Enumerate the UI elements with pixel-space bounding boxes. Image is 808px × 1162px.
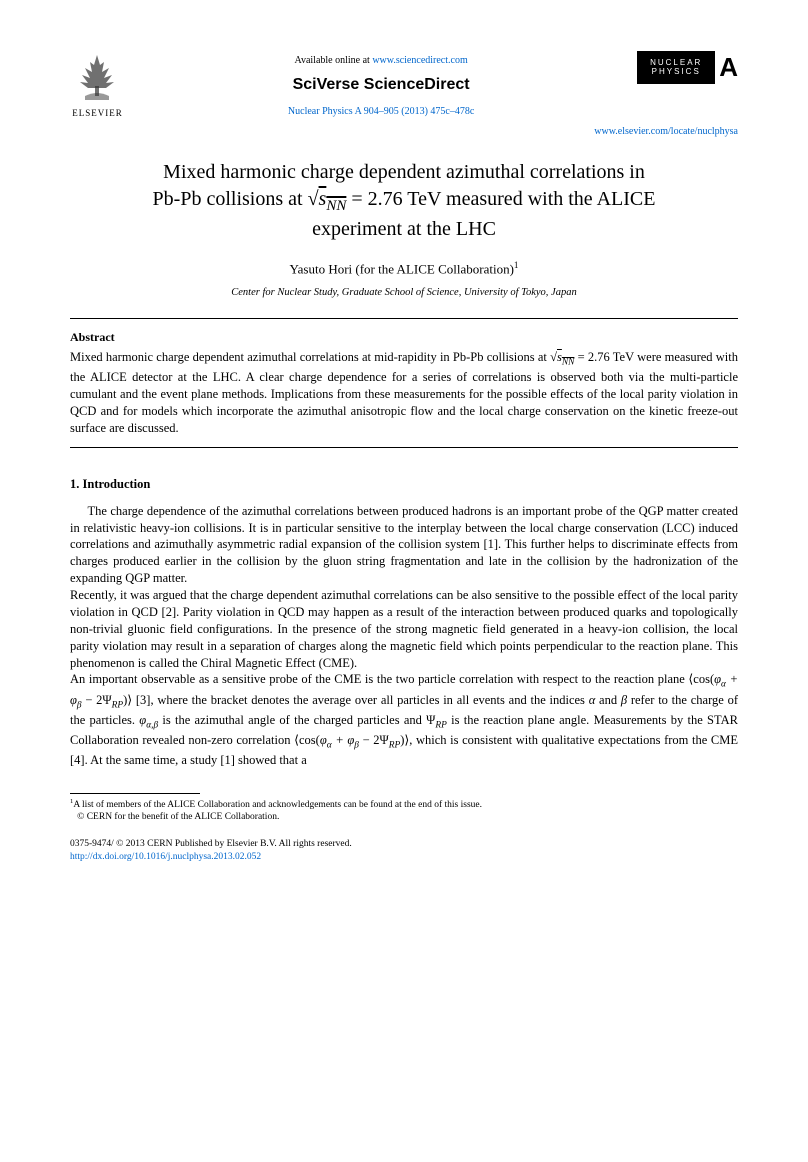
available-online: Available online at www.sciencedirect.co… bbox=[125, 54, 637, 68]
journal-reference[interactable]: Nuclear Physics A 904–905 (2013) 475c–47… bbox=[125, 105, 637, 119]
badge-line2: PHYSICS bbox=[643, 68, 709, 77]
p3-f: is the azimuthal angle of the charged pa… bbox=[158, 713, 435, 727]
elsevier-logo: ELSEVIER bbox=[70, 50, 125, 119]
rp-sub1: RP bbox=[112, 700, 123, 710]
footnote-copyright: © CERN for the benefit of the ALICE Coll… bbox=[77, 812, 279, 822]
elsevier-tree-icon bbox=[70, 50, 125, 105]
intro-p3: An important observable as a sensitive p… bbox=[70, 671, 738, 769]
title-line3: experiment at the LHC bbox=[312, 218, 496, 240]
doi-link[interactable]: http://dx.doi.org/10.1016/j.nuclphysa.20… bbox=[70, 852, 261, 862]
available-prefix: Available online at bbox=[294, 55, 372, 66]
publisher-name: ELSEVIER bbox=[72, 107, 123, 119]
author-name: Yasuto Hori (for the ALICE Collaboration… bbox=[290, 261, 514, 276]
header-row: ELSEVIER Available online at www.science… bbox=[70, 50, 738, 119]
p3-d: and bbox=[595, 693, 621, 707]
p3-b: − 2Ψ bbox=[82, 693, 112, 707]
rule-top bbox=[70, 318, 738, 319]
intro-p1: The charge dependence of the azimuthal c… bbox=[70, 503, 738, 587]
phi-ab: φα,β bbox=[139, 713, 158, 727]
footnote-text: A list of members of the ALICE Collabora… bbox=[73, 800, 482, 810]
rp-sub2: RP bbox=[435, 720, 446, 730]
rp-sub3: RP bbox=[389, 740, 400, 750]
locate-url[interactable]: www.elsevier.com/locate/nuclphysa bbox=[70, 125, 738, 139]
author-line: Yasuto Hori (for the ALICE Collaboration… bbox=[70, 259, 738, 278]
footnote-rule bbox=[70, 793, 200, 794]
abstract-sqrt: √sNN bbox=[550, 350, 574, 364]
title-line1: Mixed harmonic charge dependent azimutha… bbox=[163, 161, 645, 183]
title-line2-value: = 2.76 TeV measured with the ALICE bbox=[346, 188, 655, 210]
rule-bottom bbox=[70, 447, 738, 448]
footnote-block: 1A list of members of the ALICE Collabor… bbox=[70, 798, 738, 824]
abstract-body: Mixed harmonic charge dependent azimutha… bbox=[70, 349, 738, 437]
p3-a: An important observable as a sensitive p… bbox=[70, 672, 714, 686]
abstract-heading: Abstract bbox=[70, 329, 738, 345]
p3-c: )⟩ [3], where the bracket denotes the av… bbox=[123, 693, 589, 707]
affiliation: Center for Nuclear Study, Graduate Schoo… bbox=[70, 286, 738, 300]
intro-p2: Recently, it was argued that the charge … bbox=[70, 587, 738, 671]
paper-title: Mixed harmonic charge dependent azimutha… bbox=[70, 159, 738, 243]
sciencedirect-link[interactable]: www.sciencedirect.com bbox=[372, 55, 467, 66]
title-sqrt: √sNN bbox=[308, 188, 347, 210]
title-line2-prefix: Pb-Pb collisions at bbox=[153, 188, 308, 210]
section-1-heading: 1. Introduction bbox=[70, 476, 738, 493]
author-sup: 1 bbox=[514, 260, 519, 270]
badge-letter: A bbox=[719, 50, 738, 85]
center-header: Available online at www.sciencedirect.co… bbox=[125, 50, 637, 119]
platform-name: SciVerse ScienceDirect bbox=[125, 74, 637, 96]
p3-h: − 2Ψ bbox=[359, 733, 389, 747]
phi-alpha2: φα + φβ bbox=[320, 733, 359, 747]
journal-badge: NUCLEAR PHYSICS A bbox=[637, 50, 738, 85]
issn-line: 0375-9474/ © 2013 CERN Published by Else… bbox=[70, 838, 738, 851]
footer-block: 0375-9474/ © 2013 CERN Published by Else… bbox=[70, 838, 738, 864]
abstract-prefix: Mixed harmonic charge dependent azimutha… bbox=[70, 350, 550, 364]
badge-box: NUCLEAR PHYSICS bbox=[637, 51, 715, 85]
